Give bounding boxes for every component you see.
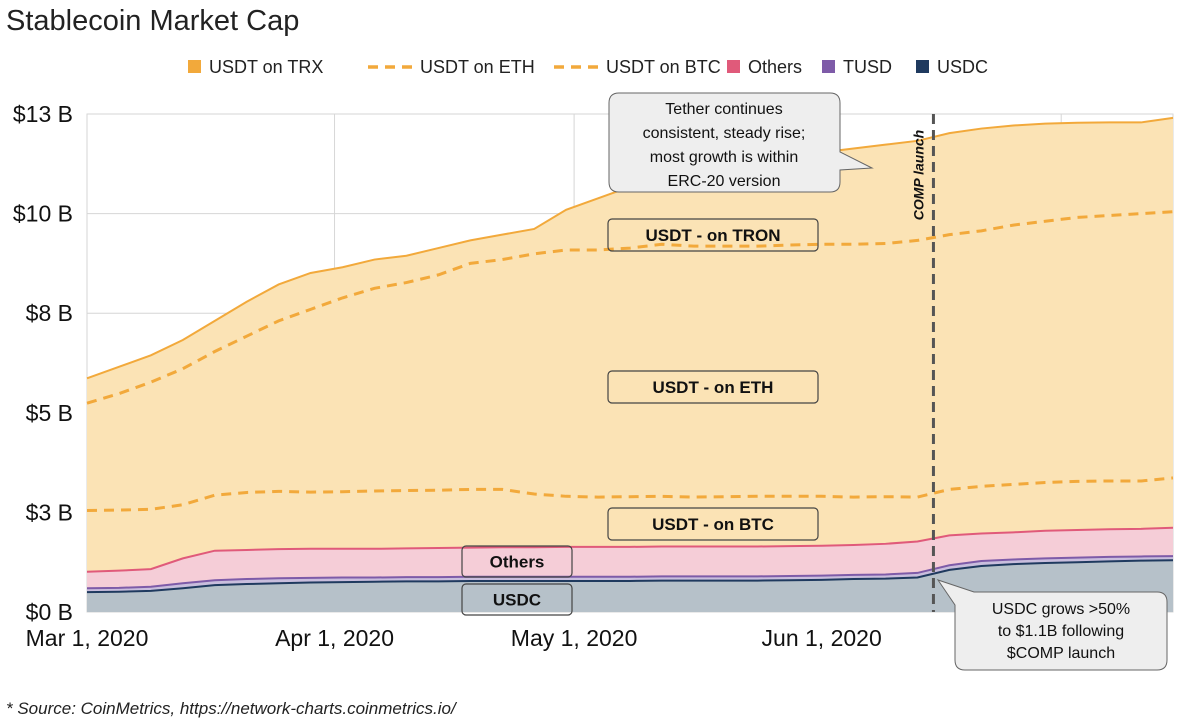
legend-label: Others: [748, 57, 802, 77]
tusd-line: [86, 555, 1174, 590]
y-tick-label: $3 B: [26, 499, 73, 525]
x-axis-ticks: Mar 1, 2020 Apr 1, 2020 May 1, 2020 Jun 1, …: [26, 625, 882, 651]
legend-label: USDT on BTC: [606, 57, 721, 77]
series-label-box: [461, 583, 573, 616]
callouts: Tether continues consistent, steady rise;…: [608, 92, 1168, 671]
legend-swatch: [916, 60, 929, 73]
usdt-btc-line: [86, 476, 1174, 512]
tether-callout-line: Tether continues: [665, 101, 782, 118]
legend-label: USDT on TRX: [209, 57, 323, 77]
tether-callout-line: consistent, steady rise;: [643, 125, 806, 142]
series-label-box: [607, 507, 819, 541]
series-label-text: USDT - on BTC: [652, 515, 774, 534]
legend-label: USDT on ETH: [420, 57, 535, 77]
legend-label: USDC: [937, 57, 988, 77]
series-label-text: USDT - on TRON: [645, 226, 780, 245]
x-tick-label: Apr 1, 2020: [275, 625, 394, 651]
series-label-text: USDC: [493, 591, 541, 610]
usdc-line: [86, 559, 1174, 594]
x-tick-label: May 1, 2020: [511, 625, 638, 651]
legend: USDT on TRX USDT on ETH USDT on BTC Others T…: [188, 57, 988, 77]
comp-launch-marker: COMP launch: [910, 114, 935, 612]
tether-callout-line: ERC-20 version: [668, 173, 781, 190]
series-labels: USDT - on TRON USDT - on ETH USDT - on BTC…: [461, 218, 819, 616]
tether-callout-bubble: [608, 92, 874, 193]
series-label-text: USDT - on ETH: [653, 378, 774, 397]
legend-label: TUSD: [843, 57, 892, 77]
source-note: * Source: CoinMetrics, https://network-c…: [6, 699, 458, 718]
y-tick-label: $5 B: [26, 400, 73, 426]
series-label-box: [607, 370, 819, 404]
legend-swatch: [822, 60, 835, 73]
series-label-text: Others: [490, 553, 545, 572]
comp-launch-label: COMP launch: [910, 130, 926, 221]
tether-callout-line: most growth is within: [650, 149, 799, 166]
chart-title: Stablecoin Market Cap: [6, 5, 299, 37]
y-axis-ticks: $0 B $3 B $5 B $8 B $10 B $13 B: [13, 101, 73, 625]
x-tick-label: Jun 1, 2020: [762, 625, 882, 651]
usdc-area: [87, 560, 1173, 612]
series-label-box: [461, 545, 573, 578]
y-tick-label: $10 B: [13, 201, 73, 227]
others-line: [86, 526, 1174, 573]
usdc-callout-line: to $1.1B following: [998, 623, 1124, 640]
usdc-callout-bubble: [936, 579, 1168, 671]
x-tick-label: Mar 1, 2020: [26, 625, 149, 651]
y-tick-label: $0 B: [26, 599, 73, 625]
legend-swatch: [727, 60, 740, 73]
y-tick-label: $13 B: [13, 101, 73, 127]
usdc-callout-line: USDC grows >50%: [992, 601, 1130, 618]
series-label-box: [607, 218, 819, 252]
usdt-eth-line: [86, 210, 1174, 405]
usdc-callout-line: $COMP launch: [1007, 645, 1115, 662]
y-tick-label: $8 B: [26, 300, 73, 326]
legend-swatch: [188, 60, 201, 73]
